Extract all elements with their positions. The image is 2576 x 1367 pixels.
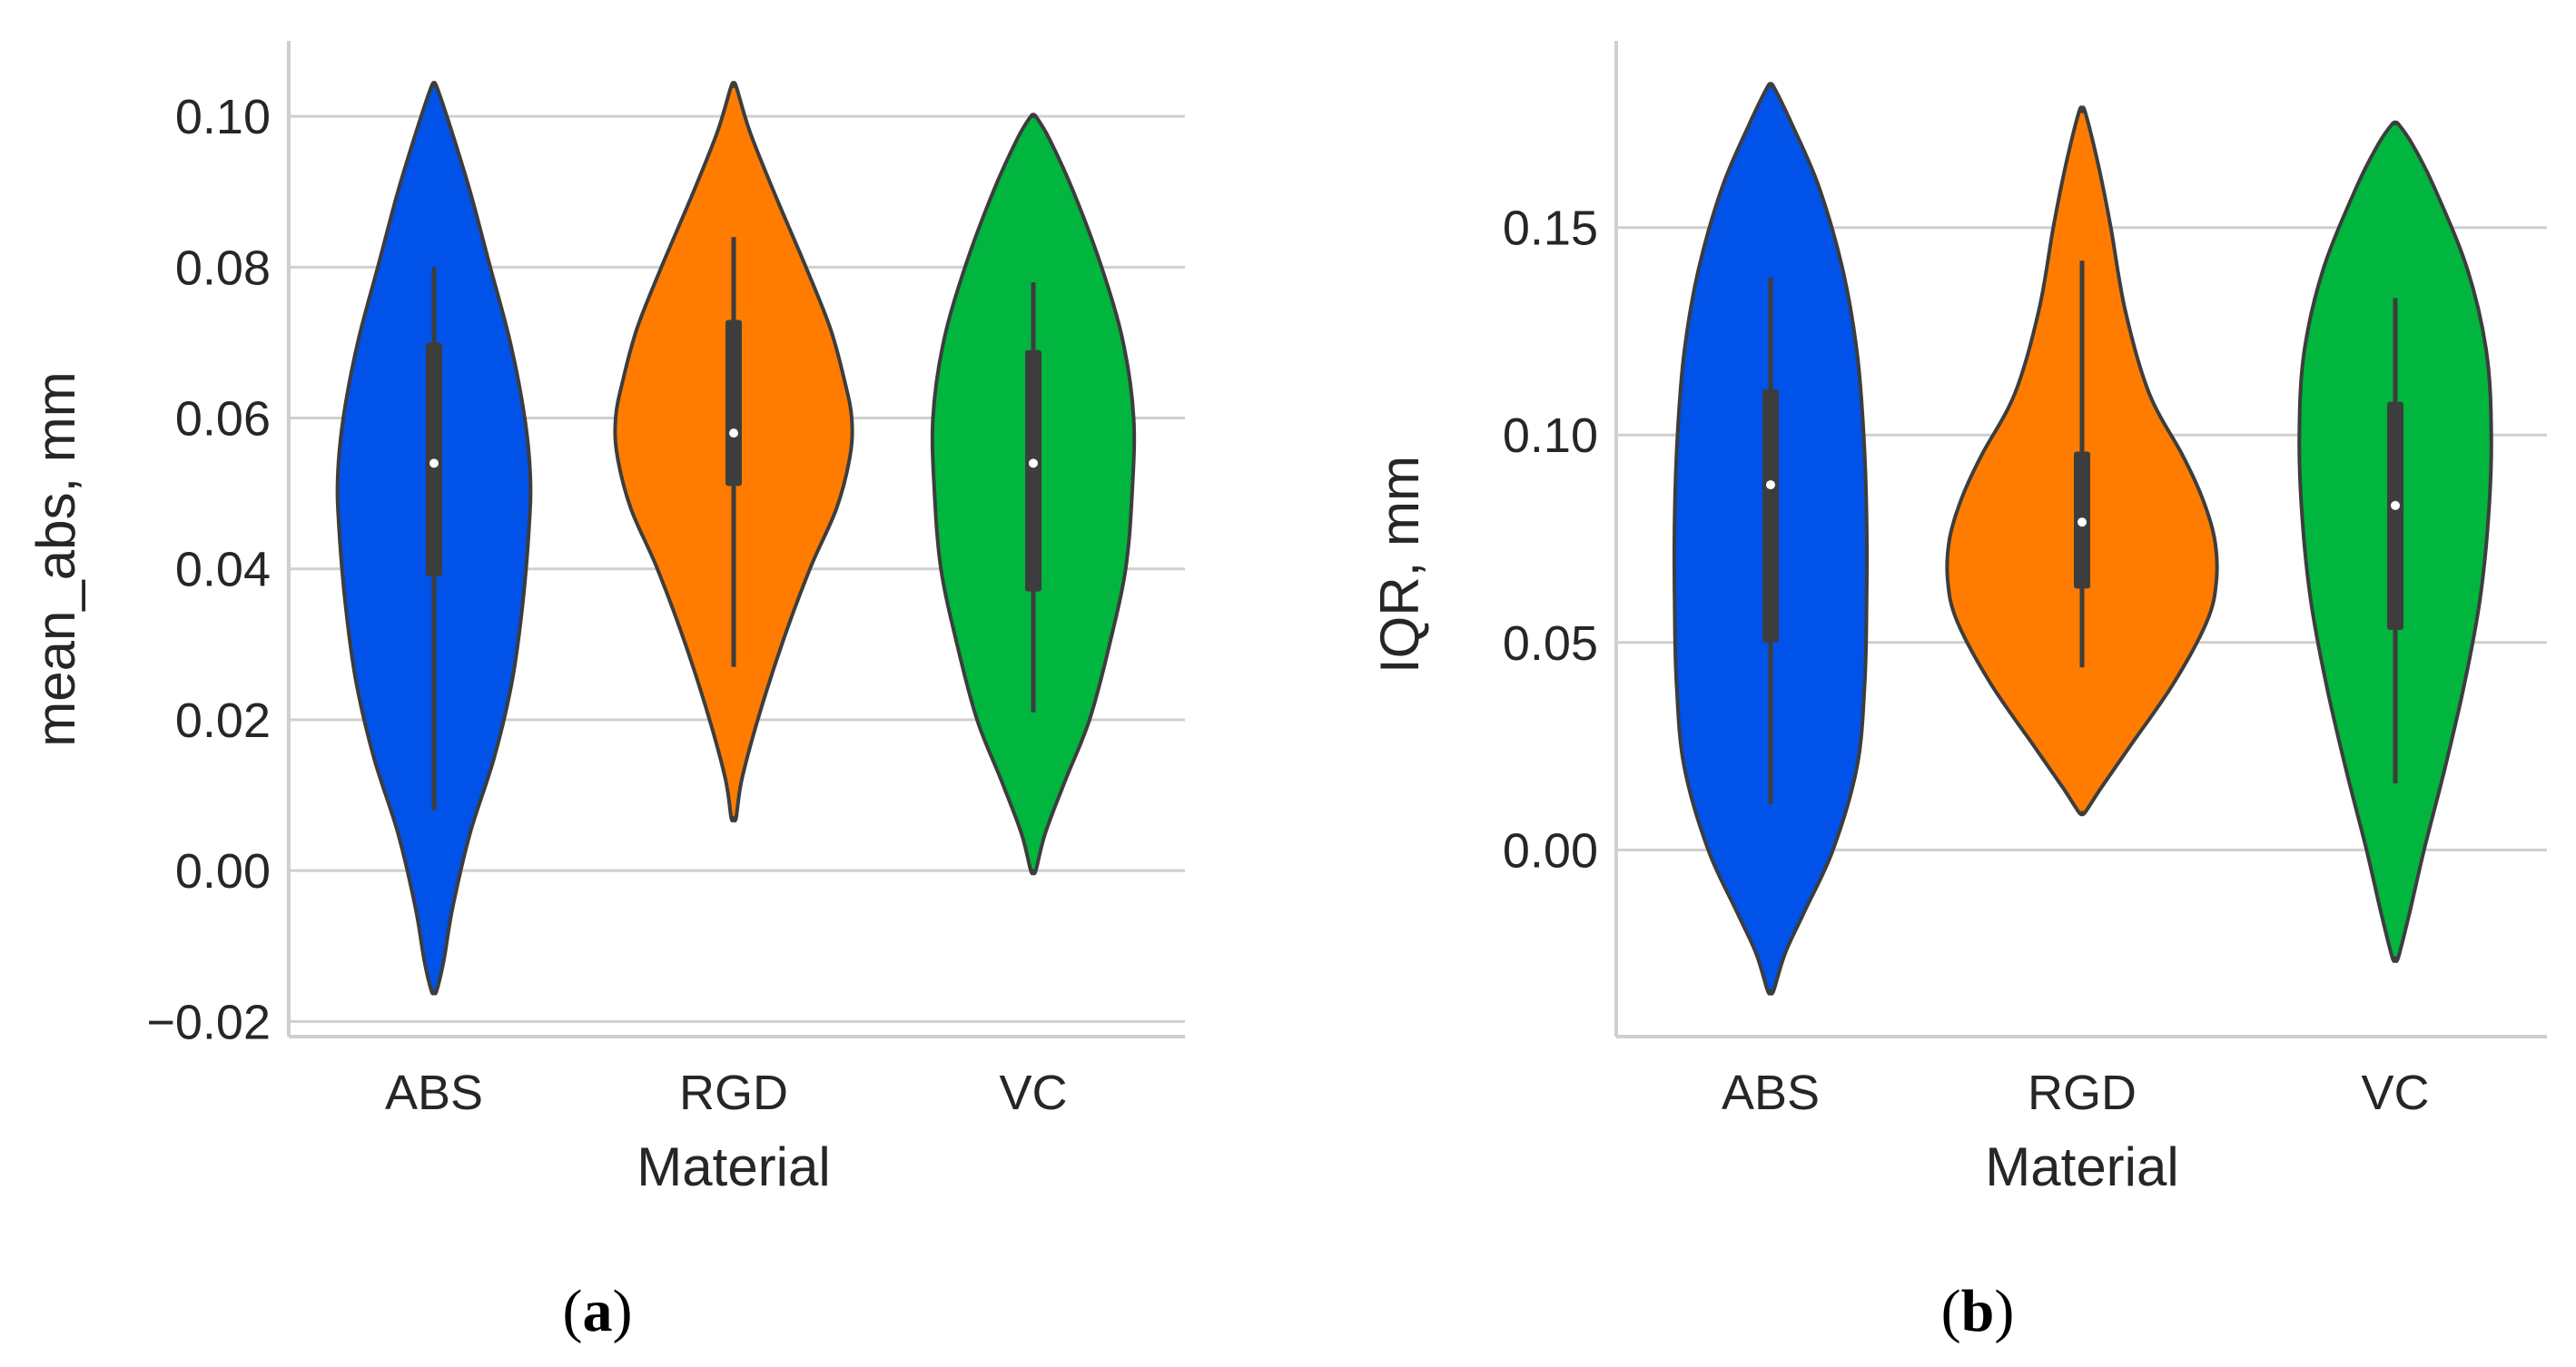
y-tick-label-a-2: 0.02 <box>175 693 271 748</box>
y-tick-label-a-0: −0.02 <box>146 995 271 1049</box>
median-point-b-vc <box>2391 500 2400 510</box>
y-tick-label-b-0: 0.00 <box>1503 823 1598 878</box>
y-axis-label-a: mean_abs, mm <box>25 371 86 747</box>
x-tick-label-a-vc: VC <box>999 1066 1067 1120</box>
x-axis-label-a: Material <box>637 1136 830 1197</box>
chart-a: −0.02 0.00 0.02 0.04 0.06 0.08 0.10 ABS RGD VC M… <box>25 41 1185 1344</box>
x-axis-label-b: Material <box>1985 1136 2178 1197</box>
y-tick-label-a-1: 0.00 <box>175 844 271 899</box>
x-tick-label-b-vc: VC <box>2361 1066 2429 1120</box>
y-tick-label-b-1: 0.05 <box>1503 616 1598 671</box>
panel-letter-a: a <box>583 1278 613 1344</box>
y-tick-label-a-6: 0.10 <box>175 90 271 144</box>
x-ticks-b: ABS RGD VC <box>1722 1066 2430 1120</box>
iqr-box-b-vc <box>2387 401 2403 631</box>
y-tick-label-b-3: 0.15 <box>1503 202 1598 256</box>
y-ticks-a: −0.02 0.00 0.02 0.04 0.06 0.08 0.10 <box>146 90 271 1049</box>
median-point-a-rgd <box>729 428 738 438</box>
x-tick-label-b-abs: ABS <box>1722 1066 1820 1120</box>
violins-a <box>335 81 1137 996</box>
axes-a <box>287 41 1185 1038</box>
x-tick-label-b-rgd: RGD <box>2028 1066 2137 1120</box>
y-tick-label-b-2: 0.10 <box>1503 408 1598 463</box>
median-point-b-abs <box>1766 480 1775 490</box>
y-tick-label-a-4: 0.06 <box>175 392 271 447</box>
chart-b: 0.00 0.05 0.10 0.15 ABS RGD VC Material IQR, … <box>1369 41 2547 1344</box>
violins-b <box>1672 82 2493 996</box>
panel-label-a: (a) <box>563 1278 633 1344</box>
panel-label-b: (b) <box>1941 1278 2015 1344</box>
iqr-box-a-vc <box>1025 349 1041 592</box>
x-tick-label-a-rgd: RGD <box>679 1066 788 1120</box>
y-ticks-b: 0.00 0.05 0.10 0.15 <box>1503 202 1598 879</box>
y-tick-label-a-5: 0.08 <box>175 241 271 295</box>
y-tick-label-a-3: 0.04 <box>175 543 271 597</box>
iqr-box-a-rgd <box>725 320 742 487</box>
iqr-box-b-abs <box>1762 388 1779 643</box>
median-point-a-vc <box>1029 458 1038 468</box>
panel-letter-b: b <box>1961 1278 1995 1344</box>
y-axis-label-b: IQR, mm <box>1369 456 1430 674</box>
axes-b <box>1614 41 2547 1038</box>
x-tick-label-a-abs: ABS <box>385 1066 483 1120</box>
median-point-b-rgd <box>2078 517 2087 527</box>
median-point-a-abs <box>429 458 439 468</box>
x-ticks-a: ABS RGD VC <box>385 1066 1068 1120</box>
